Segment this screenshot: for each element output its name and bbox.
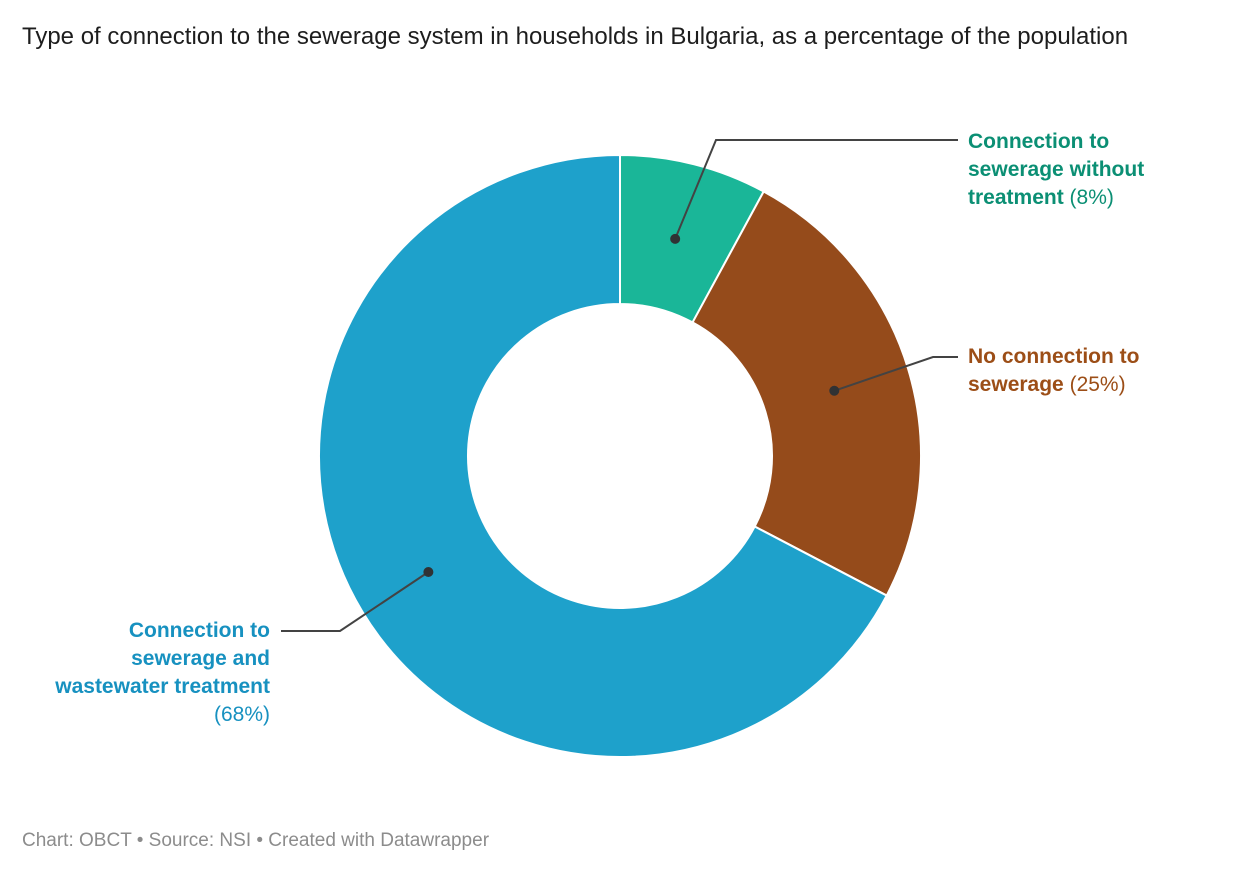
slice-no-connection-to-sewerage[interactable]	[691, 190, 922, 597]
leader-line-connection-to-sewerage-without-treatment	[674, 139, 958, 240]
leader-line-no-connection-to-sewerage	[833, 356, 958, 392]
label-line: sewerage (25%)	[968, 373, 1126, 396]
label-value: (68%)	[213, 703, 270, 726]
label-line: Connection to	[968, 130, 1110, 153]
chart-footer: Chart: OBCT • Source: NSI • Created with…	[22, 830, 490, 851]
label-value: (25%)	[1069, 373, 1126, 396]
label-line: Connection to	[128, 619, 270, 642]
label-connection-to-sewerage-and-wastewater-treatment: Connection to sewerage and wastewater trea…	[55, 617, 270, 729]
leader-line-connection-to-sewerage-and-wastewater-treatment	[281, 571, 429, 632]
label-line: No connection to	[968, 345, 1140, 368]
leader-dot-connection-to-sewerage-and-wastewater-treatment	[423, 567, 434, 577]
leader-dot-no-connection-to-sewerage	[829, 385, 840, 396]
label-value: (8%)	[1069, 186, 1114, 209]
chart-title: Type of connection to the sewerage syste…	[22, 23, 1129, 50]
label-line: (68%)	[55, 701, 270, 729]
label-line: wastewater treatment	[55, 675, 270, 698]
slice-connection-to-sewerage-and-wastewater-treatment[interactable]	[318, 154, 888, 758]
label-line: treatment (8%)	[968, 186, 1114, 209]
label-line: sewerage without	[968, 158, 1145, 181]
label-no-connection-to-sewerage: No connection to sewerage (25%)	[968, 343, 1140, 399]
label-connection-to-sewerage-without-treatment: Connection to sewerage without treatment (…	[968, 128, 1144, 212]
label-line: sewerage and	[131, 647, 270, 670]
leader-dot-connection-to-sewerage-without-treatment	[670, 233, 681, 244]
